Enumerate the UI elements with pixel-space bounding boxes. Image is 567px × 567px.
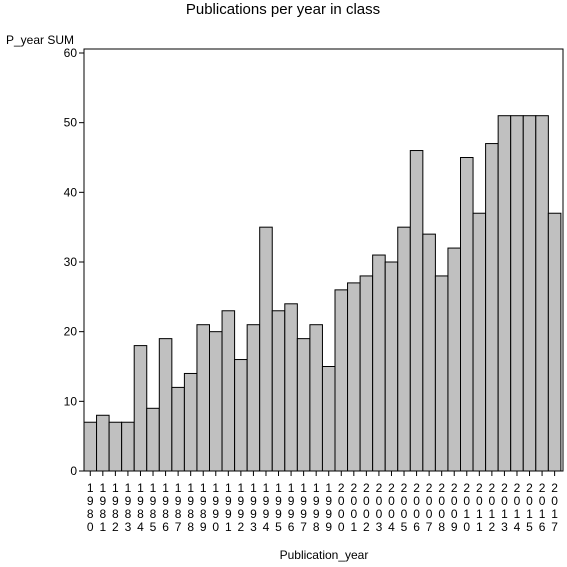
x-axis: 1 9 8 0 1 9 8 1 1 9 8 2 1 9 8 3 1 9 8 4 1 9 8 5 1 9 8 6 1 9 8 7 1 9 8 8 1 9 8 9… — [87, 471, 558, 534]
bar — [434, 275, 449, 472]
bar — [284, 303, 298, 472]
y-axis-label: P_year SUM — [6, 33, 74, 47]
bar — [133, 345, 148, 472]
bar — [108, 421, 123, 472]
y-tick-label: 60 — [64, 46, 78, 60]
y-tick-label: 0 — [70, 464, 77, 478]
bar — [372, 254, 386, 472]
bar — [547, 212, 562, 472]
bar — [296, 338, 311, 472]
x-axis-label: Publication_year — [280, 548, 369, 562]
bar — [472, 212, 487, 472]
y-tick-label: 10 — [64, 394, 78, 408]
bar — [510, 115, 524, 472]
bar — [409, 150, 424, 472]
bar — [171, 386, 185, 472]
bar — [422, 233, 436, 472]
bar — [259, 226, 273, 472]
bar — [460, 157, 474, 472]
bar — [359, 275, 374, 472]
bar — [384, 261, 399, 472]
chart-title: Publications per year in class — [186, 1, 380, 18]
bar — [535, 115, 549, 472]
y-tick-label: 20 — [64, 325, 78, 339]
bars — [83, 115, 562, 472]
bar — [309, 324, 323, 472]
bar — [397, 226, 411, 472]
bar — [497, 115, 512, 472]
y-tick-label: 40 — [64, 185, 78, 199]
y-tick-label: 50 — [64, 116, 78, 130]
bar — [146, 407, 160, 472]
bar — [246, 324, 261, 472]
bar — [209, 331, 223, 472]
bar — [447, 247, 462, 472]
bar — [347, 282, 361, 472]
bar — [522, 115, 537, 472]
bar — [83, 421, 98, 472]
bar — [96, 414, 110, 472]
bar — [485, 143, 499, 472]
bar — [158, 338, 173, 472]
bar — [121, 421, 135, 472]
y-tick-label: 30 — [64, 255, 78, 269]
bar — [234, 359, 248, 472]
bar — [221, 310, 236, 472]
bar — [321, 366, 336, 472]
y-axis: 0 10 20 30 40 50 60 — [64, 46, 84, 478]
bar — [196, 324, 210, 472]
bar — [271, 310, 286, 472]
bar — [183, 372, 198, 472]
bar — [334, 289, 349, 472]
